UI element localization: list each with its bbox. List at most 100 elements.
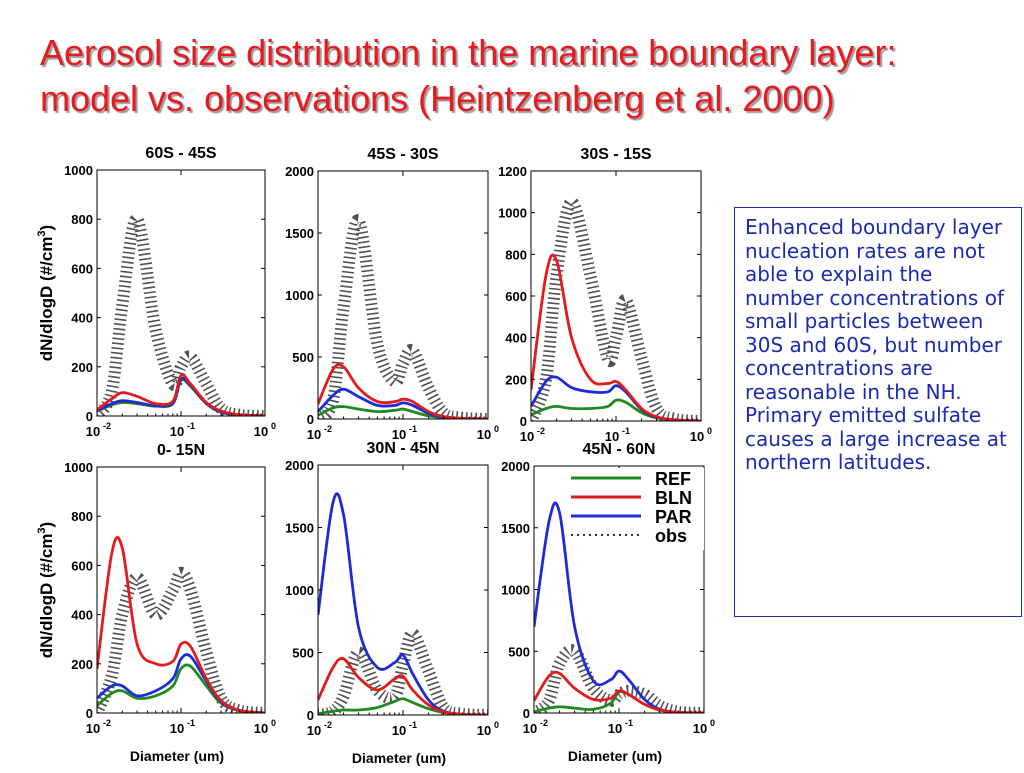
y-tick-label: 500 [292, 646, 314, 661]
y-tick-label: 200 [505, 372, 527, 387]
panel-title: 60S - 45S [145, 145, 216, 162]
y-tick-label: 1000 [285, 583, 314, 598]
series-line-obs [318, 214, 488, 419]
y-axis-label-close: ) [37, 225, 56, 231]
x-tick-label: 10 [693, 721, 707, 736]
x-tick-label: 10 [254, 721, 268, 736]
y-tick-label: 1000 [285, 288, 314, 303]
panel-title: 30N - 45N [367, 440, 440, 457]
series-line-obs [531, 196, 701, 421]
note-text: Enhanced boundary layer nucleation rates… [745, 215, 1007, 474]
x-tick-label: 10 [307, 427, 321, 442]
y-tick-label: 600 [71, 261, 93, 276]
x-tick-label: 10 [86, 721, 100, 736]
y-axis-label-sup: 3 [36, 230, 48, 236]
slide-title-line-2: model vs. observations (Heintzenberg et … [40, 78, 835, 119]
series-line-obs [318, 627, 488, 715]
y-tick-label: 2000 [285, 458, 314, 473]
y-tick-label: 500 [508, 644, 530, 659]
y-tick-label: 200 [71, 657, 93, 672]
x-tick-exponent: 0 [494, 720, 499, 730]
y-tick-label: 400 [71, 608, 93, 623]
y-tick-label: 600 [505, 289, 527, 304]
y-tick-label: 2000 [501, 459, 530, 474]
x-axis-label: Diameter (um) [352, 750, 446, 766]
x-tick-label: 10 [392, 427, 406, 442]
y-axis-label: dN/dlogD (#/cm3) [36, 522, 56, 658]
y-axis-label-sup: 3 [36, 527, 48, 533]
series-line-ref [97, 663, 265, 713]
x-tick-exponent: 0 [494, 424, 499, 434]
y-tick-label: 2000 [285, 164, 314, 179]
x-tick-exponent: -2 [540, 718, 548, 728]
x-tick-exponent: -2 [324, 720, 332, 730]
x-axis-label: Diameter (um) [568, 748, 662, 764]
x-tick-label: 10 [254, 424, 268, 439]
x-tick-exponent: -1 [187, 718, 195, 728]
x-tick-exponent: 0 [271, 718, 276, 728]
x-tick-label: 10 [477, 427, 491, 442]
series-line-bln [531, 253, 701, 421]
x-tick-label: 10 [690, 429, 704, 444]
y-axis-label-text: dN/dlogD (#/cm [37, 237, 56, 362]
x-tick-label: 10 [392, 723, 406, 738]
y-tick-label: 1500 [501, 521, 530, 536]
y-tick-label: 800 [505, 247, 527, 262]
legend-label-ref: REF [655, 469, 691, 489]
series-group [318, 492, 488, 715]
x-tick-label: 10 [307, 723, 321, 738]
slide-title-line-1: Aerosol size distribution in the marine … [40, 32, 897, 73]
y-tick-label: 1000 [498, 206, 527, 221]
x-tick-label: 10 [608, 721, 622, 736]
y-tick-label: 0 [523, 706, 530, 721]
x-axis-label: Diameter (um) [130, 748, 224, 764]
panel-title: 0- 15N [157, 442, 205, 459]
x-tick-exponent: 0 [707, 426, 712, 436]
y-tick-label: 1000 [64, 460, 93, 475]
x-tick-exponent: -1 [409, 720, 417, 730]
y-axis-label-text: dN/dlogD (#/cm [37, 534, 56, 659]
y-tick-label: 0 [307, 708, 314, 723]
series-line-bln [318, 363, 488, 419]
note-box: Enhanced boundary layer nucleation rates… [734, 207, 1022, 617]
x-tick-exponent: -2 [324, 424, 332, 434]
x-tick-exponent: 0 [710, 718, 715, 728]
panel-title: 30S - 15S [580, 146, 651, 163]
y-tick-label: 1500 [285, 521, 314, 536]
legend-bg [569, 468, 704, 550]
series-line-bln [97, 536, 265, 713]
x-tick-label: 10 [523, 721, 537, 736]
x-tick-label: 10 [86, 424, 100, 439]
y-axis-label-close: ) [37, 522, 56, 528]
x-tick-label: 10 [170, 721, 184, 736]
axes-frame [96, 466, 266, 714]
y-tick-label: 500 [292, 350, 314, 365]
y-tick-label: 800 [71, 212, 93, 227]
series-line-bln [534, 670, 704, 713]
series-line-bln [318, 657, 488, 715]
y-tick-label: 1000 [501, 583, 530, 598]
y-tick-label: 600 [71, 558, 93, 573]
series-group [531, 196, 701, 421]
legend-label-par: PAR [655, 507, 692, 527]
y-tick-label: 0 [86, 409, 93, 424]
x-tick-exponent: -1 [409, 424, 417, 434]
legend-label-obs: obs [655, 526, 687, 546]
axes-frame [530, 170, 702, 422]
x-tick-exponent: -2 [537, 426, 545, 436]
y-tick-label: 200 [71, 360, 93, 375]
series-line-obs [534, 644, 704, 713]
series-line-bln [97, 373, 265, 416]
y-tick-label: 0 [307, 412, 314, 427]
panel-title: 45S - 30S [367, 146, 438, 163]
panel-title: 45N - 60N [583, 441, 656, 458]
aerosol-figure: 60S - 45S 0 200 400 600 800 1000 10 -2 10 -1 10 0 dN/… [0, 130, 730, 770]
y-tick-label: 400 [505, 331, 527, 346]
x-tick-label: 10 [520, 429, 534, 444]
series-group [97, 213, 265, 416]
x-tick-exponent: 0 [271, 421, 276, 431]
